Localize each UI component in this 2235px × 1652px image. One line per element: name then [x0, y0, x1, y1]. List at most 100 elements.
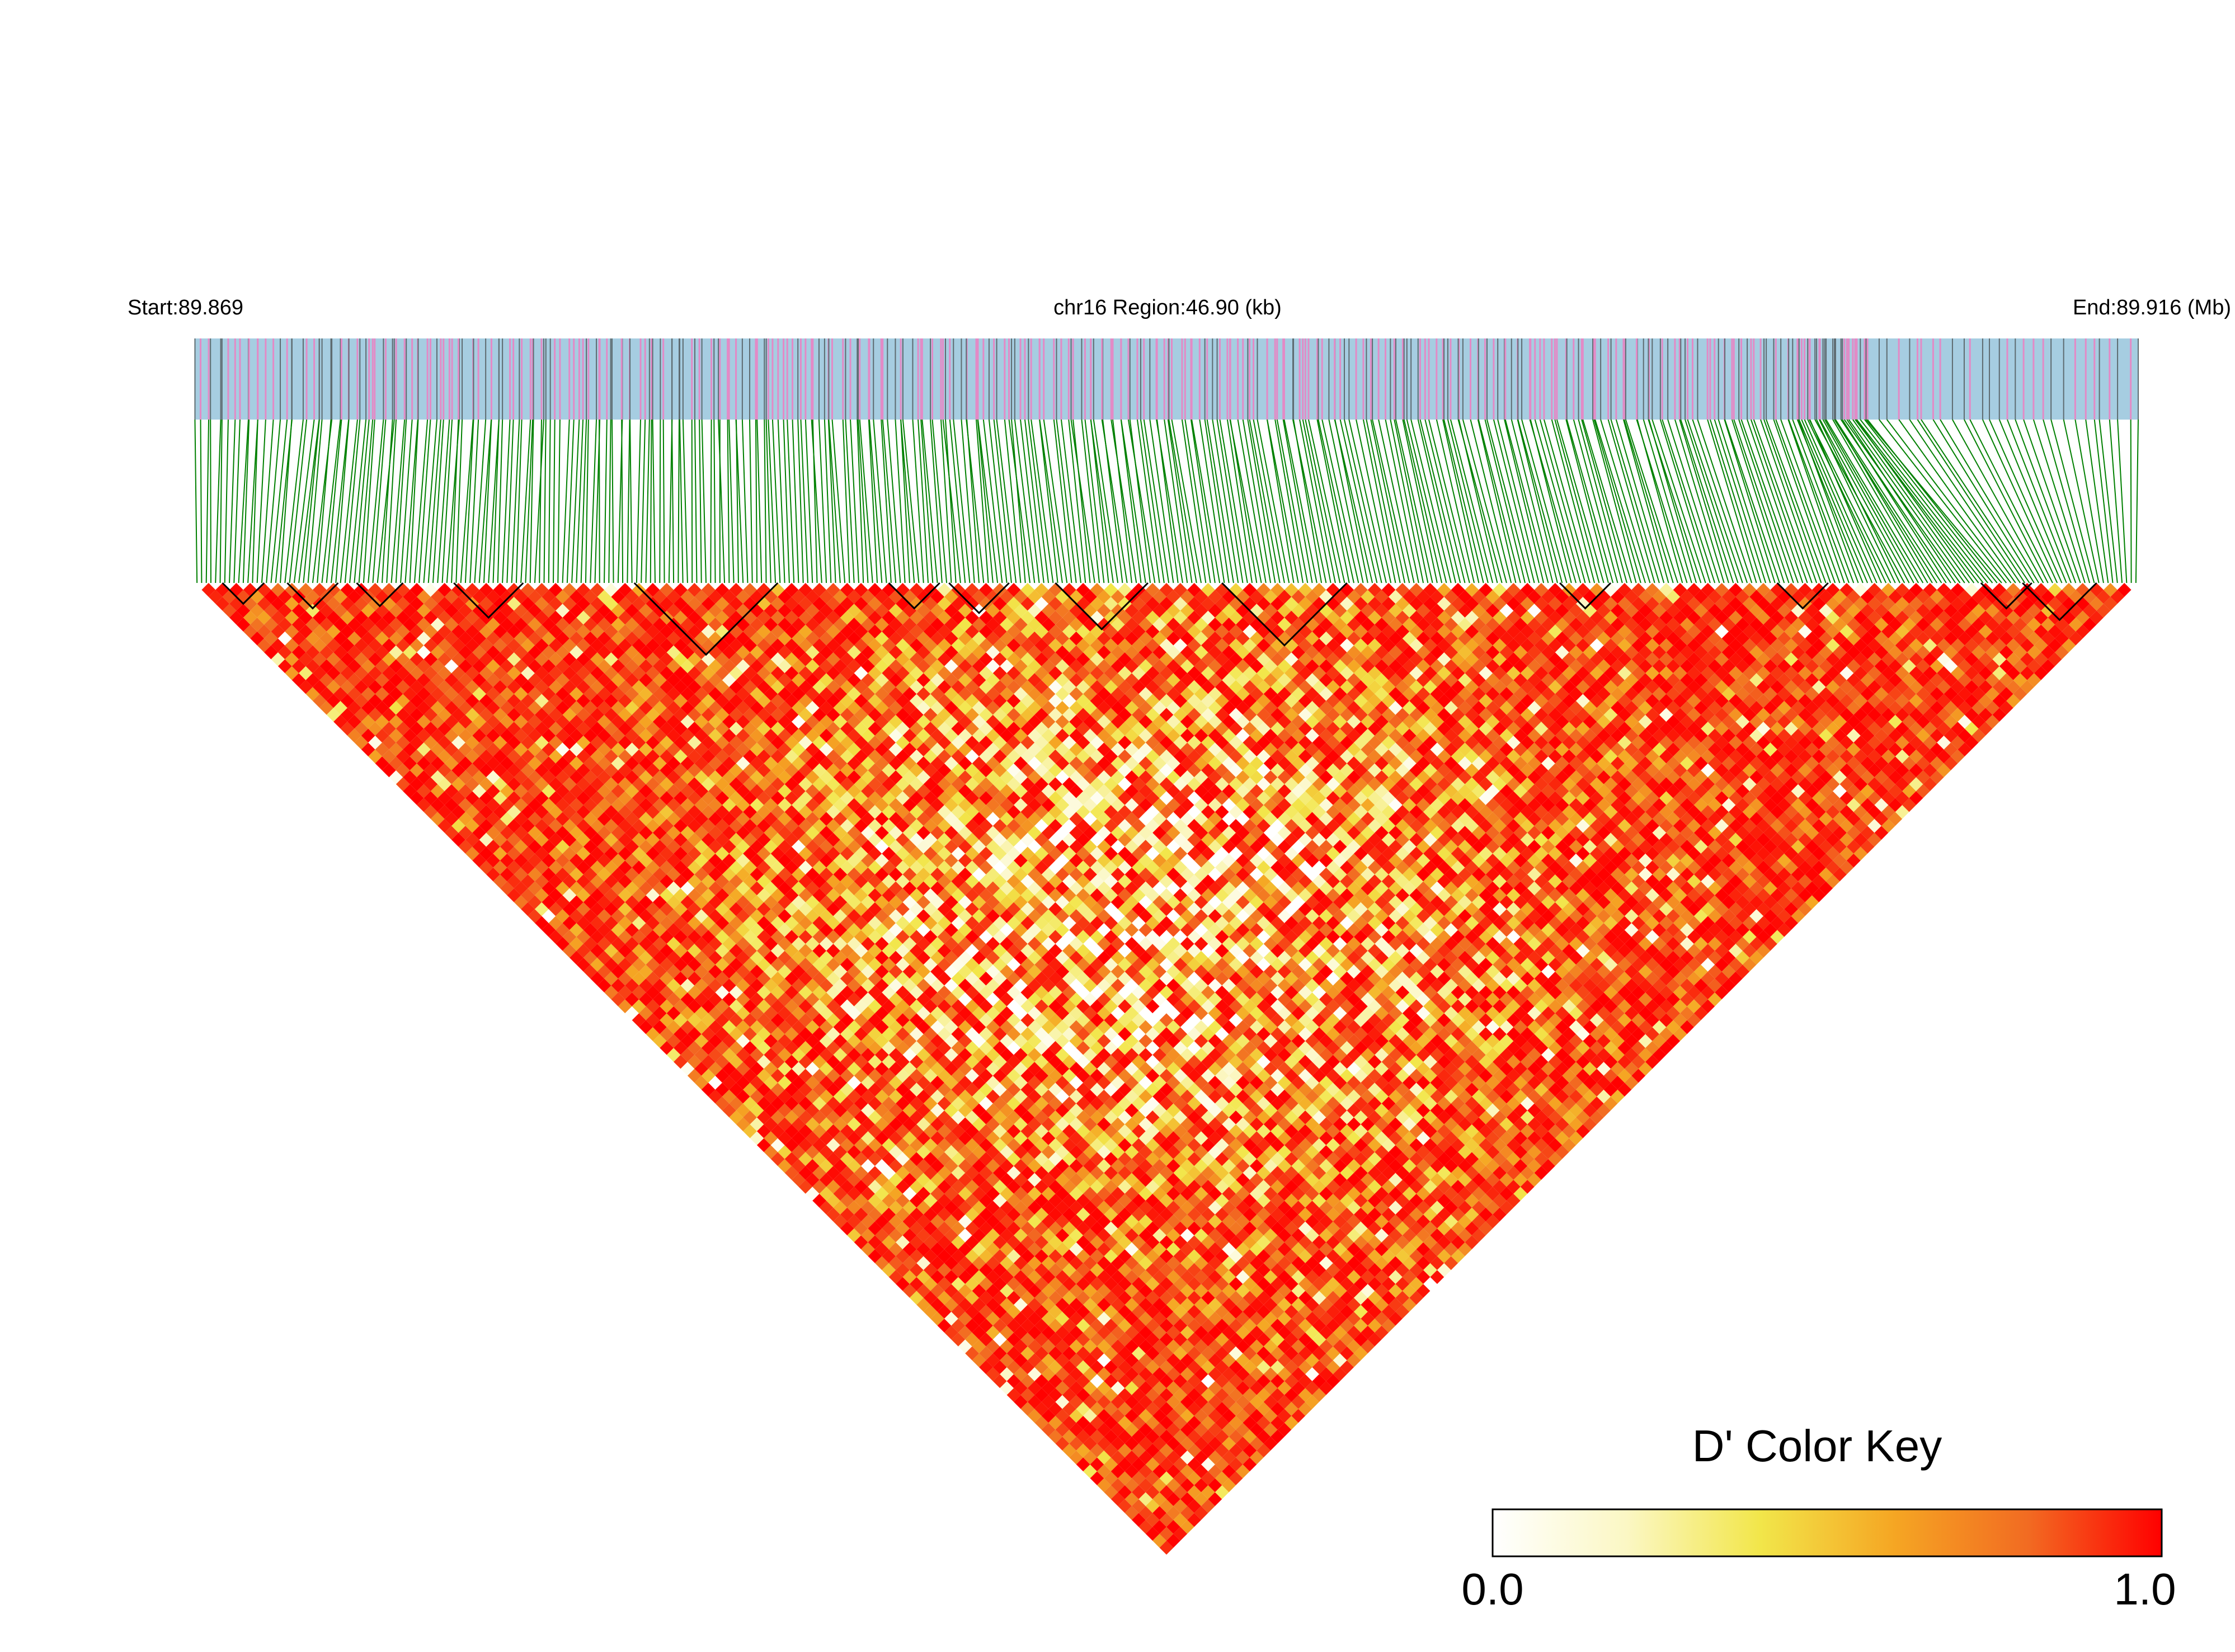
ld-cell: [1166, 1519, 1180, 1534]
snp-connector-line: [1517, 419, 1558, 583]
snp-connector-lines: [194, 419, 2139, 583]
snp-connector-line: [842, 419, 850, 583]
snp-connector-line: [1814, 419, 1905, 583]
ld-cell: [257, 596, 271, 611]
ld-cell: [403, 700, 417, 715]
ld-cell: [277, 645, 292, 660]
ld-cell: [916, 1270, 931, 1284]
snp-connector-line: [1419, 419, 1461, 583]
ld-cell: [333, 618, 347, 632]
ld-cell: [694, 1062, 709, 1076]
ld-cell: [784, 1138, 799, 1152]
ld-cell: [556, 909, 570, 923]
snp-connector-line: [1370, 419, 1405, 583]
snp-connector-line: [800, 419, 808, 583]
snp-connector-line: [1843, 419, 1961, 583]
region-end-label: End:89.916 (Mb): [2073, 296, 2231, 319]
ld-cell: [625, 978, 639, 993]
ld-cell: [1166, 1492, 1180, 1507]
ld-cell: [687, 1069, 702, 1083]
snp-connector-line: [993, 419, 1012, 583]
ld-cell: [1027, 1395, 1042, 1409]
ld-cell: [916, 1284, 931, 1298]
snp-connector-line: [859, 419, 873, 583]
snp-connector-line: [1171, 419, 1202, 583]
snp-connector-line: [1334, 419, 1373, 583]
ld-cell: [646, 1027, 660, 1041]
snp-connector-line: [404, 419, 418, 583]
snp-connector-line: [1733, 419, 1790, 583]
ld-cell: [1083, 1395, 1097, 1409]
ld-cell: [528, 881, 542, 896]
snp-connector-line: [694, 419, 698, 583]
ld-cell: [868, 1193, 882, 1208]
snp-connector-line: [1457, 419, 1503, 583]
ld-cell: [514, 798, 528, 812]
snp-connector-line: [650, 419, 652, 583]
ld-cell: [1000, 1367, 1014, 1381]
snp-connector-line: [1773, 419, 1831, 583]
ld-cell: [937, 1235, 952, 1250]
snp-connector-line: [1470, 419, 1512, 583]
snp-connector-line: [1292, 419, 1327, 583]
ld-cell: [264, 604, 278, 618]
snp-connector-line: [1039, 419, 1063, 583]
snp-connector-line: [534, 419, 544, 583]
ld-cell: [444, 728, 459, 743]
ld-cell: [1069, 1437, 1084, 1451]
snp-connector-line: [608, 419, 611, 583]
ld-cell: [708, 1034, 722, 1048]
ld-cell: [798, 1138, 813, 1152]
snp-connector-line: [1529, 419, 1577, 583]
snp-connector-line: [460, 419, 474, 583]
ld-cell: [333, 700, 347, 715]
ld-cell: [534, 846, 549, 861]
snp-connector-line: [289, 419, 308, 583]
ld-cell: [1027, 1409, 1042, 1423]
snp-connector-line: [765, 419, 771, 583]
ld-cell: [888, 1242, 903, 1256]
ld-cell: [354, 722, 369, 736]
snp-connector-line: [713, 419, 716, 583]
snp-connector-line: [1615, 419, 1665, 583]
snp-connector-line: [2043, 419, 2091, 583]
ld-cell: [500, 853, 514, 868]
snp-connector-line: [1090, 419, 1109, 583]
ld-cell: [521, 805, 535, 819]
ld-cell: [1048, 1388, 1062, 1402]
snp-connector-line: [1534, 419, 1582, 583]
ld-cell: [680, 1062, 695, 1076]
ld-cell: [729, 1027, 744, 1041]
ld-cell: [375, 714, 389, 729]
snp-connector-line: [629, 419, 633, 583]
ld-cell: [361, 728, 375, 743]
snp-connector-line: [1998, 419, 2067, 583]
ld-cell: [826, 1207, 840, 1222]
ld-cell: [396, 777, 410, 792]
ld-cell: [542, 881, 556, 896]
snp-connector-line: [1898, 419, 2016, 583]
snp-connector-line: [845, 419, 855, 583]
snp-connector-line: [917, 419, 929, 583]
ld-cell: [534, 888, 549, 902]
ld-cell: [451, 749, 465, 764]
ld-cell: [305, 618, 320, 632]
ld-cell: [778, 1145, 792, 1159]
ld-cell: [958, 1270, 972, 1284]
ld-cell: [250, 618, 265, 632]
ld-cell: [625, 923, 639, 937]
snp-connector-line: [1053, 419, 1072, 583]
snp-connector-line: [432, 419, 444, 583]
ld-cell: [277, 604, 292, 618]
ld-cell: [542, 923, 556, 937]
ld-cell: [1145, 1443, 1160, 1458]
ld-cell: [1118, 1471, 1132, 1485]
snp-connector-line: [699, 419, 702, 583]
ld-cell: [798, 1110, 813, 1124]
snp-connector-line: [1679, 419, 1729, 583]
ld-cell: [389, 714, 403, 729]
ld-cell: [1131, 1429, 1146, 1444]
snp-connector-line: [368, 419, 384, 583]
ld-cell: [979, 1346, 993, 1361]
ld-cell: [229, 610, 243, 625]
